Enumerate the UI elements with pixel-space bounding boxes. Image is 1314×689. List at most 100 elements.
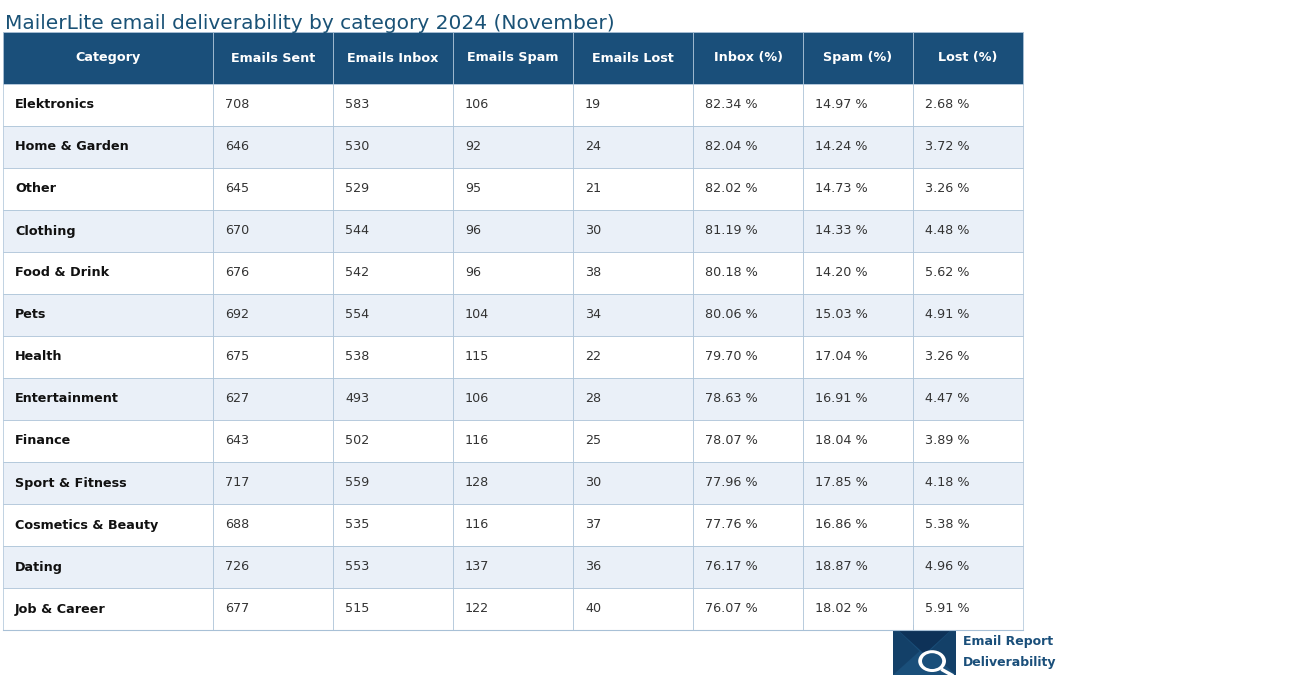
Text: Emails Spam: Emails Spam xyxy=(468,52,558,65)
Text: 675: 675 xyxy=(225,351,250,364)
Text: 82.02 %: 82.02 % xyxy=(706,183,758,196)
Text: Food & Drink: Food & Drink xyxy=(14,267,109,280)
Text: Emails Lost: Emails Lost xyxy=(593,52,674,65)
Text: Spam (%): Spam (%) xyxy=(824,52,892,65)
Text: 25: 25 xyxy=(585,435,600,447)
Text: 676: 676 xyxy=(225,267,250,280)
Text: 21: 21 xyxy=(585,183,600,196)
Text: 24: 24 xyxy=(585,141,600,154)
Text: 646: 646 xyxy=(225,141,248,154)
Text: 515: 515 xyxy=(346,602,369,615)
Text: 2.68 %: 2.68 % xyxy=(925,99,970,112)
Text: 36: 36 xyxy=(585,560,600,573)
Text: Dating: Dating xyxy=(14,560,63,573)
Text: 122: 122 xyxy=(465,602,489,615)
Text: 502: 502 xyxy=(346,435,369,447)
Text: 79.70 %: 79.70 % xyxy=(706,351,758,364)
Text: 34: 34 xyxy=(585,309,600,322)
Text: 82.34 %: 82.34 % xyxy=(706,99,758,112)
Text: 92: 92 xyxy=(465,141,481,154)
Text: 77.76 %: 77.76 % xyxy=(706,519,758,531)
Text: 5.91 %: 5.91 % xyxy=(925,602,970,615)
Text: 692: 692 xyxy=(225,309,248,322)
Text: 554: 554 xyxy=(346,309,369,322)
Text: Sport & Fitness: Sport & Fitness xyxy=(14,477,126,489)
Text: 544: 544 xyxy=(346,225,369,238)
Text: 5.38 %: 5.38 % xyxy=(925,519,970,531)
Text: 80.06 %: 80.06 % xyxy=(706,309,758,322)
Text: 116: 116 xyxy=(465,519,489,531)
Text: Inbox (%): Inbox (%) xyxy=(714,52,783,65)
Text: 37: 37 xyxy=(585,519,602,531)
Text: 15.03 %: 15.03 % xyxy=(815,309,867,322)
Text: 22: 22 xyxy=(585,351,600,364)
Text: 4.18 %: 4.18 % xyxy=(925,477,970,489)
Circle shape xyxy=(922,653,942,669)
Text: Entertainment: Entertainment xyxy=(14,393,118,406)
Text: 14.97 %: 14.97 % xyxy=(815,99,867,112)
Text: Clothing: Clothing xyxy=(14,225,76,238)
Text: 538: 538 xyxy=(346,351,369,364)
Text: 553: 553 xyxy=(346,560,369,573)
Text: 643: 643 xyxy=(225,435,250,447)
Text: 115: 115 xyxy=(465,351,489,364)
Text: 81.19 %: 81.19 % xyxy=(706,225,758,238)
Text: 17.85 %: 17.85 % xyxy=(815,477,867,489)
Text: Email Report: Email Report xyxy=(963,635,1053,648)
Text: 3.26 %: 3.26 % xyxy=(925,183,970,196)
Text: 627: 627 xyxy=(225,393,250,406)
Text: 40: 40 xyxy=(585,602,600,615)
Text: 14.73 %: 14.73 % xyxy=(815,183,867,196)
Text: 78.63 %: 78.63 % xyxy=(706,393,758,406)
Text: 78.07 %: 78.07 % xyxy=(706,435,758,447)
Polygon shape xyxy=(894,626,957,654)
Text: 670: 670 xyxy=(225,225,250,238)
Text: Pets: Pets xyxy=(14,309,46,322)
Text: Health: Health xyxy=(14,351,63,364)
Text: 96: 96 xyxy=(465,267,481,280)
Text: 17.04 %: 17.04 % xyxy=(815,351,867,364)
Text: 4.91 %: 4.91 % xyxy=(925,309,970,322)
Text: 116: 116 xyxy=(465,435,489,447)
Text: Elektronics: Elektronics xyxy=(14,99,95,112)
Text: 3.26 %: 3.26 % xyxy=(925,351,970,364)
Text: 96: 96 xyxy=(465,225,481,238)
Text: 542: 542 xyxy=(346,267,369,280)
Text: 16.86 %: 16.86 % xyxy=(815,519,867,531)
Text: 583: 583 xyxy=(346,99,369,112)
Text: 677: 677 xyxy=(225,602,250,615)
Text: 530: 530 xyxy=(346,141,369,154)
Circle shape xyxy=(918,650,946,672)
Text: 3.89 %: 3.89 % xyxy=(925,435,970,447)
Text: 38: 38 xyxy=(585,267,602,280)
Text: 106: 106 xyxy=(465,393,489,406)
Text: 30: 30 xyxy=(585,225,602,238)
Polygon shape xyxy=(894,626,920,675)
Text: 18.04 %: 18.04 % xyxy=(815,435,867,447)
Text: 82.04 %: 82.04 % xyxy=(706,141,758,154)
Text: 4.48 %: 4.48 % xyxy=(925,225,970,238)
Text: 80.18 %: 80.18 % xyxy=(706,267,758,280)
Text: Deliverability: Deliverability xyxy=(963,656,1056,669)
Text: 529: 529 xyxy=(346,183,369,196)
Text: Category: Category xyxy=(75,52,141,65)
Text: 493: 493 xyxy=(346,393,369,406)
Text: 28: 28 xyxy=(585,393,600,406)
Text: Emails Inbox: Emails Inbox xyxy=(347,52,439,65)
Text: 76.07 %: 76.07 % xyxy=(706,602,758,615)
Text: 14.24 %: 14.24 % xyxy=(815,141,867,154)
Text: 708: 708 xyxy=(225,99,250,112)
Text: 18.87 %: 18.87 % xyxy=(815,560,867,573)
Text: 559: 559 xyxy=(346,477,369,489)
Text: Other: Other xyxy=(14,183,57,196)
Text: 104: 104 xyxy=(465,309,489,322)
Text: 137: 137 xyxy=(465,560,489,573)
Text: 16.91 %: 16.91 % xyxy=(815,393,867,406)
Text: 128: 128 xyxy=(465,477,489,489)
Text: 106: 106 xyxy=(465,99,489,112)
Text: 19: 19 xyxy=(585,99,600,112)
Text: 726: 726 xyxy=(225,560,250,573)
Text: 14.33 %: 14.33 % xyxy=(815,225,867,238)
Text: Cosmetics & Beauty: Cosmetics & Beauty xyxy=(14,519,158,531)
Text: 18.02 %: 18.02 % xyxy=(815,602,867,615)
